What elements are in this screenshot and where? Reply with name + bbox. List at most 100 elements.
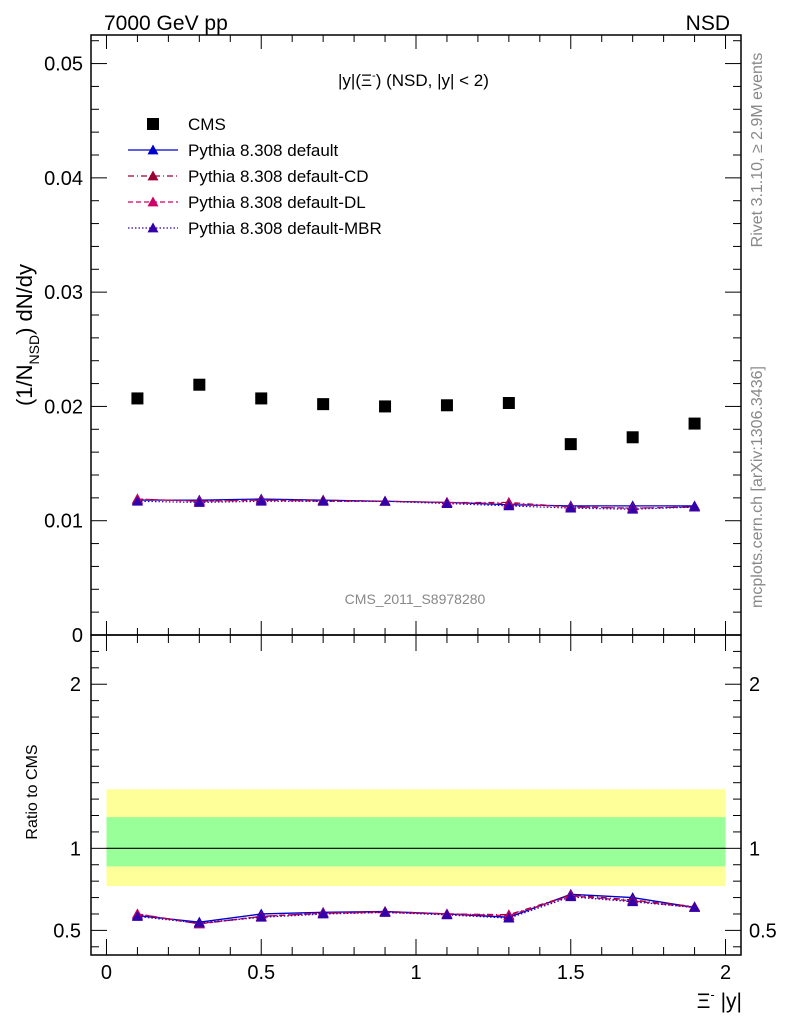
legend: CMS Pythia 8.308 default Pythia 8.308 defa… [128,115,382,238]
series-point [255,495,267,506]
ratio-series-4 [131,891,701,928]
x-tick-label: 2 [720,962,731,984]
series-point [441,498,453,508]
x-tick-label: 0.5 [247,962,275,984]
energy-label: 7000 GeV pp [104,12,228,35]
legend-entry: Pythia 8.308 default-MBR [128,219,382,238]
cms-data-point [255,392,268,405]
series-point [689,501,701,512]
ratio-series-point [503,912,515,923]
plot-title-rest: ) (NSD, |y| < 2) [376,71,489,90]
ratio-series-point [565,891,577,902]
ratio-y-tick-label-right: 1 [749,838,760,860]
process-label: NSD [686,12,730,35]
x-tick-label: 1.5 [557,962,585,984]
cms-data-point [626,431,639,444]
x-axis-label: Ξ- |y| [697,987,742,1013]
ratio-y-tick-label: 1 [70,838,81,860]
ratio-plot-area [106,789,726,929]
ratio-series-point [441,909,453,920]
ratio-series-point [255,911,267,922]
ratio-y-tick-label: 0.5 [53,920,81,942]
ratio-y-tick-label-right: 0.5 [749,920,777,942]
ratio-series-point [317,908,329,919]
legend-label: Pythia 8.308 default-DL [188,193,366,212]
legend-entry: CMS [147,115,226,134]
ratio-series-point [689,901,701,912]
main-y-tick-label: 0.04 [44,168,83,190]
legend-label: Pythia 8.308 default-CD [188,167,369,186]
y-label-part2: ) dN/dy [12,264,37,335]
ratio-series-line [137,894,695,925]
series-point [627,503,639,514]
plot-title: |y|(Ξ-) (NSD, |y| < 2) [338,70,489,90]
ratio-series-point [131,910,143,921]
main-panel: 0 0.01 0.02 0.03 0.04 0.05 |y|(Ξ-) (NSD, |y| … [12,34,742,647]
ratio-series-2 [131,889,701,929]
cms-data-point [131,392,144,405]
series-point [317,495,329,506]
series-3 [131,493,701,513]
main-y-tick-labels: 0 0.01 0.02 0.03 0.04 0.05 [44,54,83,647]
legend-label: Pythia 8.308 default-MBR [188,219,382,238]
series-point [503,500,515,511]
ratio-series-1 [131,888,701,927]
cms-data-point [440,399,453,412]
uncertainty-band-green [106,817,726,867]
ratio-series-point [379,906,391,917]
cms-data-point [688,417,701,430]
y-label-part1: (1/N [12,364,37,406]
legend-entry: Pythia 8.308 default-DL [128,193,366,212]
legend-marker [147,144,159,155]
x-tick-labels: 0 0.5 1 1.5 2 [101,962,731,984]
series-point [131,495,143,506]
ratio-y-tick-labels: 0.5 0.5 1 1 2 2 [53,674,777,942]
cms-data-point [193,378,206,391]
rivet-label: Rivet 3.1.10, ≥ 2.9M events [749,53,766,248]
y-label-subscript: NSD [26,335,42,365]
main-y-tick-label: 0 [72,625,83,647]
analysis-watermark: CMS_2011_S8978280 [345,591,486,607]
ratio-ticks [91,634,741,955]
series-point [379,495,391,506]
mcplots-label: mcplots.cern.ch [arXiv:1306.3436] [749,366,766,608]
legend-label: CMS [188,115,226,134]
legend-marker [147,118,159,130]
plot-title-main: |y|(Ξ [338,71,372,90]
ratio-y-axis-label: Ratio to CMS [24,744,41,839]
ratio-series-line [137,895,695,925]
ratio-series-line [137,893,695,923]
legend-entry: Pythia 8.308 default [128,141,339,160]
main-ticks [91,35,741,636]
x-label-rest: |y| [715,990,742,1013]
main-y-axis-label: (1/NNSD) dN/dy [12,264,42,406]
legend-marker [147,196,159,207]
cms-data-point [317,398,330,411]
x-label-superscript: - [710,987,714,1002]
legend-marker [147,170,159,181]
cms-data-point [502,397,515,409]
x-label-symbol: Ξ [697,990,711,1013]
x-tick-label: 1 [410,962,421,984]
main-y-tick-label: 0.02 [44,396,83,418]
series-point [193,496,205,507]
cms-data-point [379,400,392,413]
series-line [137,498,695,509]
x-tick-label: 0 [101,962,112,984]
main-y-tick-label: 0.01 [44,511,83,533]
main-y-tick-label: 0.03 [44,282,83,304]
legend-entry: Pythia 8.308 default-CD [128,167,369,186]
main-plot-area [131,378,701,514]
series-point [565,502,577,513]
series-cms [131,378,701,451]
cms-data-point [564,438,577,451]
ratio-panel: 0.5 0.5 1 1 2 2 0 0.5 1 1.5 2 Ratio to CMS Ξ- |y| [24,634,777,1013]
legend-marker [147,222,159,233]
ratio-y-tick-label-right: 2 [749,674,760,696]
ratio-y-tick-label: 2 [70,674,81,696]
plot-title-superscript: - [372,70,376,82]
ratio-series-point [627,896,639,907]
ratio-series-point [193,917,205,928]
series-4 [131,495,701,514]
